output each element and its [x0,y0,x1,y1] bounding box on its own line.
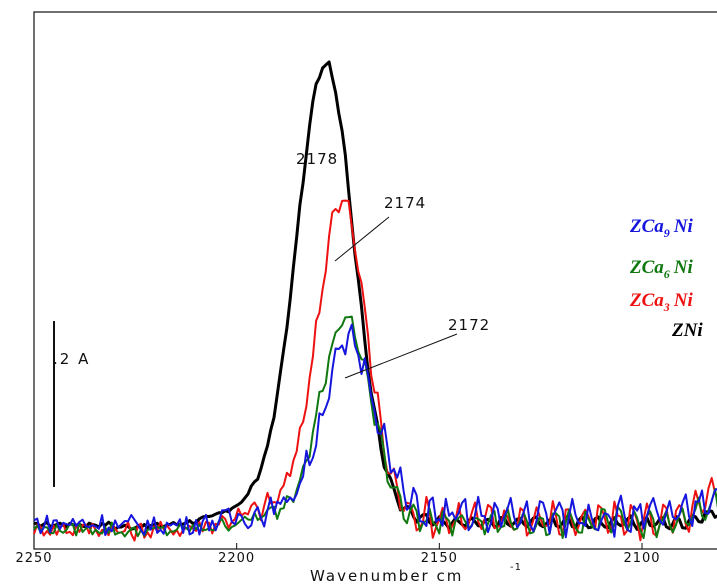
series-line [33,199,717,542]
peak-label-2178: 2178 [296,150,338,168]
legend-item-zni: ZNi [671,320,703,341]
leader-line-2172 [344,333,458,379]
x-tick-label: 2100 [623,551,660,566]
peak-label-2174: 2174 [384,194,426,212]
x-tick-label: 2150 [421,551,458,566]
x-tick-label: 2200 [218,551,255,566]
x-tick-label: 2250 [15,551,52,566]
legend-item-zca3ni: ZCa3 Ni [629,290,694,314]
x-axis-title: Wavenumber cm [310,567,463,585]
scale-bar-label: .2 A [53,350,90,368]
series-line [33,315,717,540]
plot-frame [33,11,717,550]
legend-item-zca6ni: ZCa6 Ni [629,257,694,281]
legend-item-zca9ni: ZCa9 Ni [629,216,694,240]
series-layer [33,60,717,542]
x-ticks: 2250 2200 2150 2100 [15,543,660,566]
series-line [33,323,717,539]
peak-label-2172: 2172 [448,316,490,334]
series-line [33,60,717,531]
leader-line-2174 [334,216,390,262]
x-axis-title-superscript: -1 [510,562,522,573]
